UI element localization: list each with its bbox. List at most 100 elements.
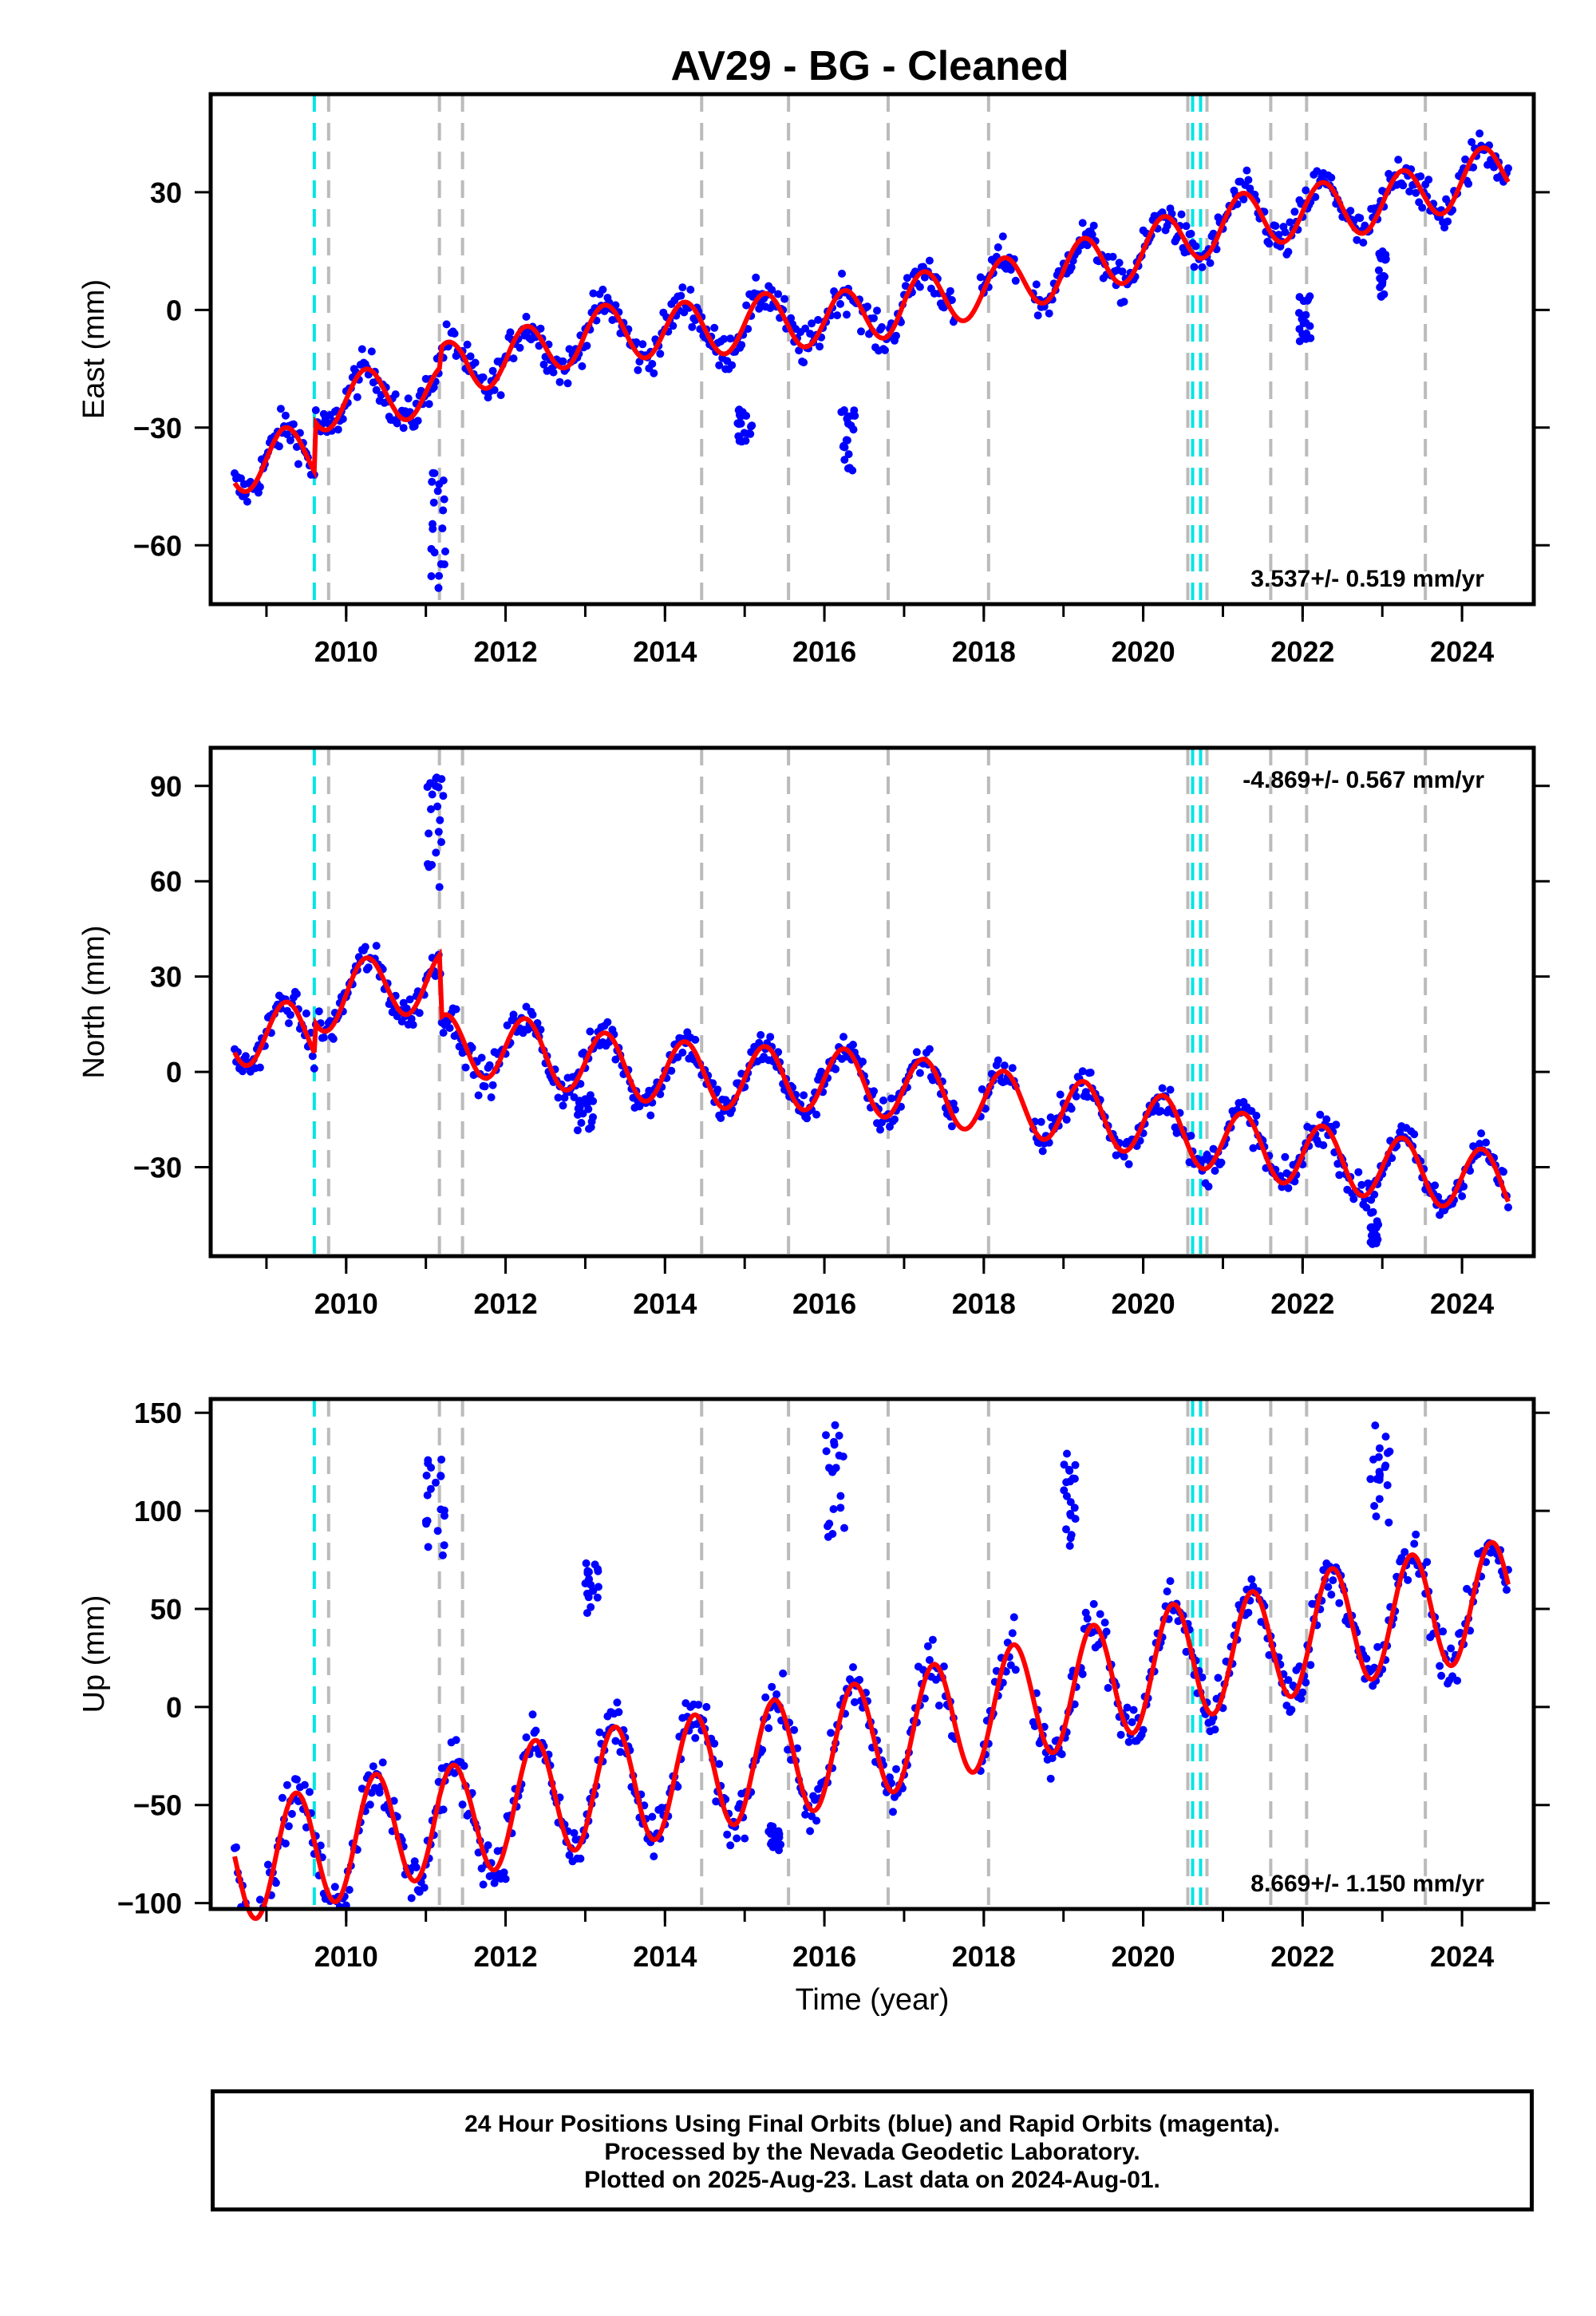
data-point bbox=[1499, 1168, 1507, 1176]
data-point bbox=[1298, 314, 1306, 323]
data-point bbox=[393, 419, 401, 428]
data-point bbox=[1116, 1730, 1125, 1739]
data-point bbox=[1046, 1774, 1055, 1783]
data-point bbox=[1287, 1705, 1296, 1714]
y-axis-label: Up (mm) bbox=[77, 1595, 111, 1713]
data-point bbox=[855, 1675, 863, 1684]
data-point bbox=[1182, 222, 1191, 231]
data-point bbox=[289, 420, 298, 429]
data-point bbox=[800, 358, 808, 367]
data-points bbox=[231, 1421, 1512, 1911]
x-tick-label: 2024 bbox=[1430, 635, 1494, 668]
data-point bbox=[589, 289, 598, 298]
data-point bbox=[1123, 1703, 1132, 1712]
data-point bbox=[433, 1527, 442, 1535]
data-point bbox=[308, 1052, 317, 1061]
data-point bbox=[1418, 204, 1427, 212]
x-tick-label: 2022 bbox=[1270, 635, 1334, 668]
y-tick-label: −60 bbox=[133, 529, 182, 562]
data-point bbox=[345, 1886, 354, 1894]
data-point bbox=[1057, 1750, 1066, 1759]
data-point bbox=[440, 495, 448, 504]
data-point bbox=[746, 429, 755, 438]
data-point bbox=[441, 547, 449, 555]
data-point bbox=[713, 1085, 722, 1094]
data-point bbox=[429, 524, 437, 533]
data-point bbox=[1410, 1539, 1419, 1548]
data-point bbox=[1163, 1587, 1171, 1596]
data-point bbox=[656, 350, 665, 358]
data-point bbox=[549, 368, 558, 377]
data-point bbox=[761, 1693, 770, 1701]
data-point bbox=[302, 1009, 310, 1018]
data-point bbox=[603, 1018, 612, 1026]
data-point bbox=[584, 1105, 593, 1113]
data-point bbox=[1399, 181, 1408, 190]
data-point bbox=[873, 306, 881, 315]
data-point bbox=[338, 415, 347, 423]
data-point bbox=[554, 1093, 563, 1102]
data-point bbox=[535, 1749, 543, 1758]
data-point bbox=[424, 1543, 433, 1551]
data-point bbox=[1378, 247, 1387, 255]
data-point bbox=[432, 848, 440, 857]
data-point bbox=[814, 315, 823, 324]
data-point bbox=[678, 1048, 687, 1057]
data-point bbox=[780, 294, 789, 303]
data-point bbox=[1066, 1534, 1075, 1543]
data-point bbox=[1335, 1171, 1344, 1180]
data-point bbox=[978, 1085, 986, 1093]
data-point bbox=[976, 273, 985, 282]
data-point bbox=[878, 322, 886, 331]
data-point bbox=[1045, 309, 1053, 318]
data-point bbox=[832, 1065, 840, 1073]
data-point bbox=[870, 1087, 878, 1096]
data-point bbox=[1431, 1181, 1440, 1190]
data-point bbox=[1458, 1192, 1467, 1200]
data-point bbox=[506, 328, 515, 337]
data-point bbox=[806, 1827, 815, 1836]
data-point bbox=[863, 302, 871, 311]
data-point bbox=[758, 1745, 767, 1754]
data-point bbox=[1067, 1105, 1076, 1113]
data-point bbox=[1376, 1470, 1385, 1479]
data-point bbox=[1324, 1583, 1333, 1591]
data-point bbox=[294, 460, 302, 468]
data-point bbox=[585, 1575, 594, 1583]
data-point bbox=[994, 1056, 1002, 1065]
data-point bbox=[1104, 1684, 1112, 1692]
data-point bbox=[1302, 186, 1310, 195]
data-point bbox=[573, 1126, 582, 1135]
data-point bbox=[422, 1471, 431, 1480]
x-tick-label: 2018 bbox=[952, 635, 1016, 668]
data-point bbox=[1460, 1182, 1468, 1191]
data-point bbox=[522, 1733, 531, 1741]
data-point bbox=[717, 1114, 725, 1122]
data-point bbox=[1066, 1509, 1075, 1518]
data-point bbox=[1009, 1613, 1018, 1622]
data-point bbox=[1166, 1577, 1175, 1586]
data-point bbox=[426, 779, 435, 788]
data-point bbox=[1065, 1542, 1074, 1550]
data-point bbox=[912, 1048, 921, 1057]
data-point bbox=[849, 425, 858, 434]
data-point bbox=[734, 406, 743, 414]
data-point bbox=[1139, 1725, 1148, 1734]
data-point bbox=[840, 1524, 848, 1532]
data-point bbox=[409, 1021, 417, 1030]
data-point bbox=[437, 1472, 445, 1480]
data-point bbox=[691, 1733, 700, 1742]
data-point bbox=[772, 1690, 781, 1698]
data-point bbox=[243, 497, 251, 506]
data-point bbox=[425, 829, 433, 838]
x-tick-label: 2010 bbox=[314, 1940, 378, 1973]
data-point bbox=[1070, 1474, 1079, 1483]
data-point bbox=[452, 1005, 460, 1014]
data-point bbox=[1400, 1547, 1409, 1556]
x-tick-label: 2014 bbox=[633, 635, 697, 668]
data-point bbox=[712, 1797, 721, 1806]
data-point bbox=[768, 286, 776, 294]
data-point bbox=[423, 1491, 432, 1500]
data-point bbox=[1383, 1481, 1392, 1489]
data-point bbox=[490, 385, 499, 394]
